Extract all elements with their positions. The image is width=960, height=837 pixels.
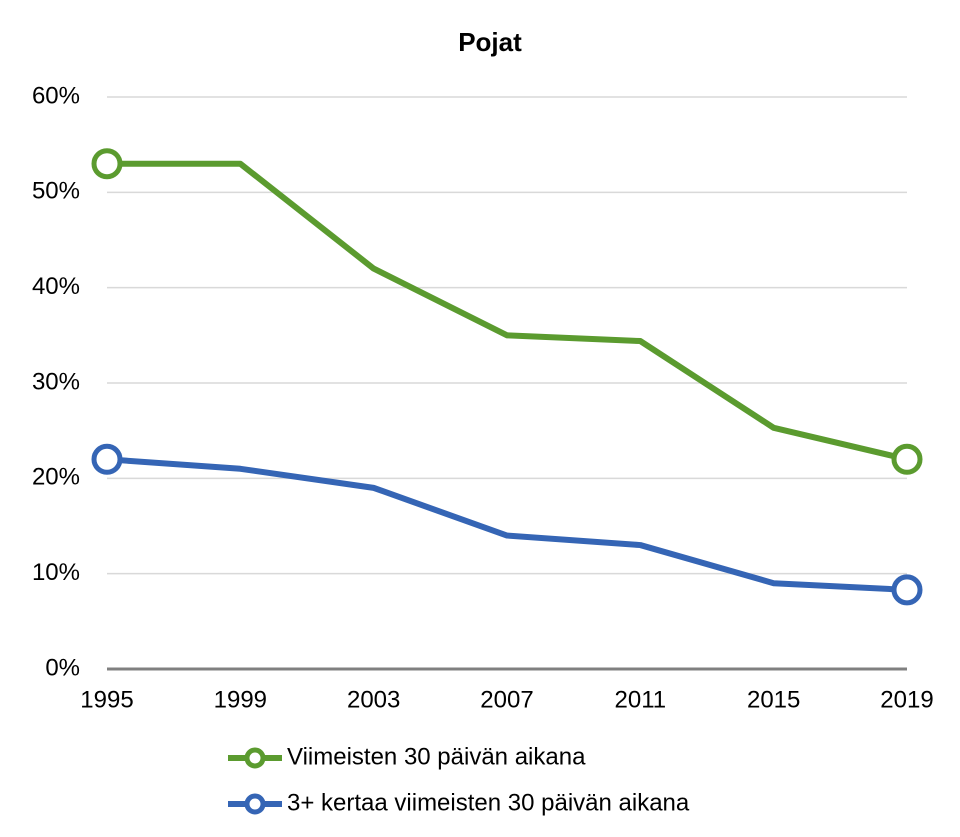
x-tick-label: 2011 xyxy=(615,686,667,713)
legend-label: 3+ kertaa viimeisten 30 päivän aikana xyxy=(287,789,690,816)
series-line xyxy=(106,456,908,593)
y-tick-label: 30% xyxy=(32,368,80,395)
end-marker xyxy=(91,443,123,475)
y-tick-label: 60% xyxy=(32,82,80,109)
chart-title: Pojat xyxy=(458,27,522,57)
legend-label: Viimeisten 30 päivän aikana xyxy=(287,743,586,770)
y-tick-label: 40% xyxy=(32,273,80,300)
x-tick-label: 2015 xyxy=(747,686,800,713)
y-tick-label: 10% xyxy=(32,559,80,586)
x-tick-label: 2003 xyxy=(347,686,400,713)
end-marker xyxy=(91,148,123,180)
legend-marker xyxy=(244,793,266,815)
legend-marker xyxy=(244,747,266,769)
y-tick-label: 50% xyxy=(32,178,80,205)
x-tick-label: 1999 xyxy=(214,686,267,713)
x-tick-label: 1995 xyxy=(80,686,133,713)
y-tick-label: 0% xyxy=(45,654,80,681)
series-line xyxy=(107,160,908,463)
end-marker xyxy=(891,574,923,606)
x-tick-label: 2019 xyxy=(880,686,933,713)
x-tick-label: 2007 xyxy=(480,686,533,713)
y-tick-label: 20% xyxy=(32,464,80,491)
end-marker xyxy=(891,443,923,475)
